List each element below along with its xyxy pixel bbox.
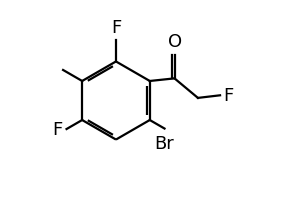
Text: F: F — [111, 19, 121, 37]
Text: Br: Br — [154, 134, 174, 152]
Text: O: O — [168, 33, 183, 50]
Text: F: F — [224, 87, 234, 105]
Text: F: F — [53, 120, 63, 138]
